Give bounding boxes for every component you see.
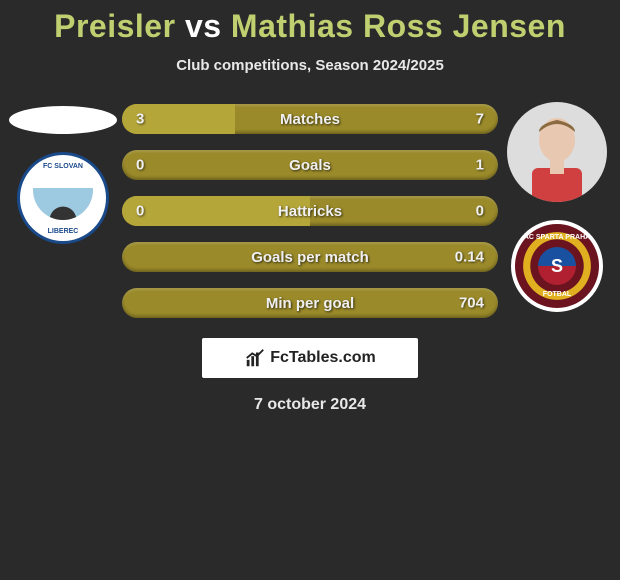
player1-avatar <box>9 106 117 134</box>
title-player2: Mathias Ross Jensen <box>231 8 566 44</box>
stat-label: Matches <box>280 111 340 128</box>
subtitle: Club competitions, Season 2024/2025 <box>0 57 620 74</box>
stat-value-right: 7 <box>476 111 484 128</box>
person-icon <box>522 112 592 202</box>
right-column: AC SPARTA PRAHA S FOTBAL <box>502 102 612 312</box>
stat-value-right: 1 <box>476 157 484 174</box>
stat-label: Hattricks <box>278 203 342 220</box>
brand-label: FcTables.com <box>270 349 376 367</box>
stat-bar: Goals per match 0.14 <box>122 242 498 272</box>
stat-label: Goals <box>289 157 331 174</box>
stat-bar: 0 Hattricks 0 <box>122 196 498 226</box>
player2-club-badge: AC SPARTA PRAHA S FOTBAL <box>511 220 603 312</box>
stat-value-right: 0.14 <box>455 249 484 266</box>
comparison-card: Preisler vs Mathias Ross Jensen Club com… <box>0 0 620 414</box>
stat-value-right: 704 <box>459 295 484 312</box>
main-row: FC SLOVAN LIBEREC 3 Matches 7 0 Goals 1 0 Hattr… <box>0 102 620 318</box>
badge-text-top: AC SPARTA PRAHA <box>515 234 599 241</box>
stat-label: Min per goal <box>266 295 354 312</box>
player1-club-badge: FC SLOVAN LIBEREC <box>17 152 109 244</box>
badge-text-top: FC SLOVAN <box>20 163 106 170</box>
stat-value-left: 0 <box>136 203 144 220</box>
stat-bar: 3 Matches 7 <box>122 104 498 134</box>
stat-value-left: 3 <box>136 111 144 128</box>
date-label: 7 october 2024 <box>0 396 620 414</box>
stat-label: Goals per match <box>251 249 369 266</box>
stats-column: 3 Matches 7 0 Goals 1 0 Hattricks 0 Goals per mat… <box>118 104 502 318</box>
badge-text-bottom: LIBEREC <box>20 228 106 235</box>
badge-center: S <box>538 247 576 285</box>
stat-value-right: 0 <box>476 203 484 220</box>
title-vs: vs <box>185 8 222 44</box>
chart-icon <box>244 347 266 369</box>
stat-bar: Min per goal 704 <box>122 288 498 318</box>
stat-bar: 0 Goals 1 <box>122 150 498 180</box>
stat-value-left: 0 <box>136 157 144 174</box>
badge-graphic <box>33 188 93 220</box>
title-player1: Preisler <box>54 8 175 44</box>
page-title: Preisler vs Mathias Ross Jensen <box>0 8 620 45</box>
player2-avatar <box>507 102 607 202</box>
brand-badge[interactable]: FcTables.com <box>202 338 418 378</box>
left-column: FC SLOVAN LIBEREC <box>8 102 118 244</box>
badge-text-bottom: FOTBAL <box>515 291 599 298</box>
